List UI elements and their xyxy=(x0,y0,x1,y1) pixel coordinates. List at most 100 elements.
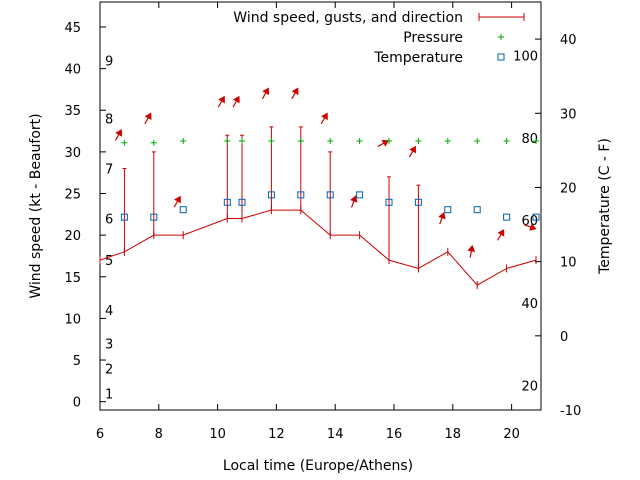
beaufort-label: 7 xyxy=(105,163,113,178)
wind-arrow-head xyxy=(291,87,299,96)
y-left-tick-label: 10 xyxy=(64,312,81,327)
temperature-point xyxy=(179,206,187,214)
wind-arrow-head xyxy=(350,195,358,203)
temperature-point xyxy=(267,191,275,199)
pressure-point xyxy=(121,139,128,146)
temperature-point xyxy=(385,198,393,206)
temperature-point xyxy=(473,206,481,214)
y-left-tick-label: 45 xyxy=(64,21,81,36)
x-tick-label: 12 xyxy=(268,427,285,442)
y-left-tick-label: 5 xyxy=(73,354,81,369)
wind-arrow-head xyxy=(321,112,328,121)
beaufort-label: 6 xyxy=(105,212,113,227)
wind-direction-arrow xyxy=(217,95,225,108)
x-tick-label: 14 xyxy=(327,427,344,442)
wind-direction-arrow xyxy=(408,145,417,158)
wind-arrow-head xyxy=(467,244,476,252)
y-right-tick-label: -10 xyxy=(560,404,581,419)
plot-frame xyxy=(99,1,542,411)
temperature-point xyxy=(444,206,452,214)
legend-label: Pressure xyxy=(403,30,463,46)
temperature-point xyxy=(532,213,540,221)
y-left-tick-label: 25 xyxy=(64,188,81,203)
x-tick-label: 8 xyxy=(155,427,163,442)
wind-arrow-head xyxy=(232,95,240,104)
x-tick-label: 10 xyxy=(209,427,226,442)
wind-arrow-head xyxy=(262,87,270,96)
temperature-point xyxy=(356,191,364,199)
wind-direction-arrow xyxy=(144,112,152,125)
temperature-point xyxy=(297,191,305,199)
wind-direction-arrow xyxy=(350,195,358,208)
pressure-point xyxy=(180,138,187,145)
wind-direction-arrow xyxy=(232,95,240,108)
wind-arrow-head xyxy=(497,229,505,237)
wind-direction-arrow xyxy=(261,87,270,100)
y-right-tick-label: 0 xyxy=(560,330,568,345)
fahrenheit-label: 80 xyxy=(521,132,538,147)
legend-temperature-marker xyxy=(497,53,505,61)
beaufort-label: 3 xyxy=(105,337,113,352)
wind-direction-arrow xyxy=(524,223,537,231)
pressure-point xyxy=(503,138,510,145)
wind-arrow-head xyxy=(144,112,152,121)
beaufort-label: 2 xyxy=(105,362,113,377)
beaufort-label: 5 xyxy=(105,254,113,269)
fahrenheit-label: 40 xyxy=(521,297,538,312)
x-tick-label: 18 xyxy=(445,427,462,442)
pressure-point xyxy=(474,138,481,145)
wind-arrow-head xyxy=(529,223,537,231)
x-tick-label: 16 xyxy=(386,427,403,442)
wind-speed-line xyxy=(99,209,537,286)
temperature-point xyxy=(503,213,511,221)
temperature-point xyxy=(414,198,422,206)
y-right-tick-label: 30 xyxy=(560,107,577,122)
y-left-tick-label: 0 xyxy=(73,396,81,411)
marks xyxy=(99,87,540,290)
temperature-point xyxy=(238,198,246,206)
y-left-tick-label: 40 xyxy=(64,63,81,78)
pressure-point xyxy=(533,138,540,145)
beaufort-label: 8 xyxy=(105,113,113,128)
pressure-point xyxy=(386,138,393,145)
wind-direction-arrow xyxy=(438,211,446,225)
legend-label: Wind speed, gusts, and direction xyxy=(233,10,463,26)
wind-direction-arrow xyxy=(291,87,299,100)
wind-direction-arrow xyxy=(320,112,328,125)
pressure-point xyxy=(224,138,231,145)
wind-direction-arrow xyxy=(114,129,123,141)
wind-arrow-head xyxy=(409,145,417,154)
y-left-tick-label: 20 xyxy=(64,229,81,244)
wind-arrow-head xyxy=(174,195,181,204)
y-axis-label-right: Temperature (C - F) xyxy=(597,138,613,275)
y-axis-label-left: Wind speed (kt - Beaufort) xyxy=(28,113,44,298)
x-axis-label: Local time (Europe/Athens) xyxy=(223,458,413,474)
beaufort-label: 1 xyxy=(105,387,113,402)
ticks: 6 8 10 12 14 16 18 20051015202530354045-1001020… xyxy=(64,2,581,442)
y-left-tick-label: 35 xyxy=(64,104,81,119)
beaufort-label: 9 xyxy=(105,54,113,69)
wind-arrow-head xyxy=(115,129,123,137)
pressure-point xyxy=(356,138,363,145)
pressure-point xyxy=(444,138,451,145)
pressure-point xyxy=(239,138,246,145)
temperature-point xyxy=(120,213,128,221)
axes xyxy=(99,1,542,411)
fahrenheit-label: 20 xyxy=(521,380,538,395)
temperature-point xyxy=(150,213,158,221)
legend: Wind speed, gusts, and direction Pressure… xyxy=(233,10,525,66)
pressure-point xyxy=(415,138,422,145)
wind-direction-arrow xyxy=(377,139,390,148)
pressure-point xyxy=(268,138,275,145)
wind-arrow-head xyxy=(218,95,225,104)
wind-direction-arrow xyxy=(467,244,476,258)
legend-label: Temperature xyxy=(373,50,463,66)
x-tick-label: 6 xyxy=(96,427,104,442)
legend-pressure-marker xyxy=(498,34,504,40)
wind-direction-arrow xyxy=(173,195,181,208)
y-right-tick-label: 10 xyxy=(560,256,577,271)
temperature-point xyxy=(326,191,334,199)
x-tick-label: 20 xyxy=(503,427,520,442)
y-left-tick-label: 30 xyxy=(64,146,81,161)
